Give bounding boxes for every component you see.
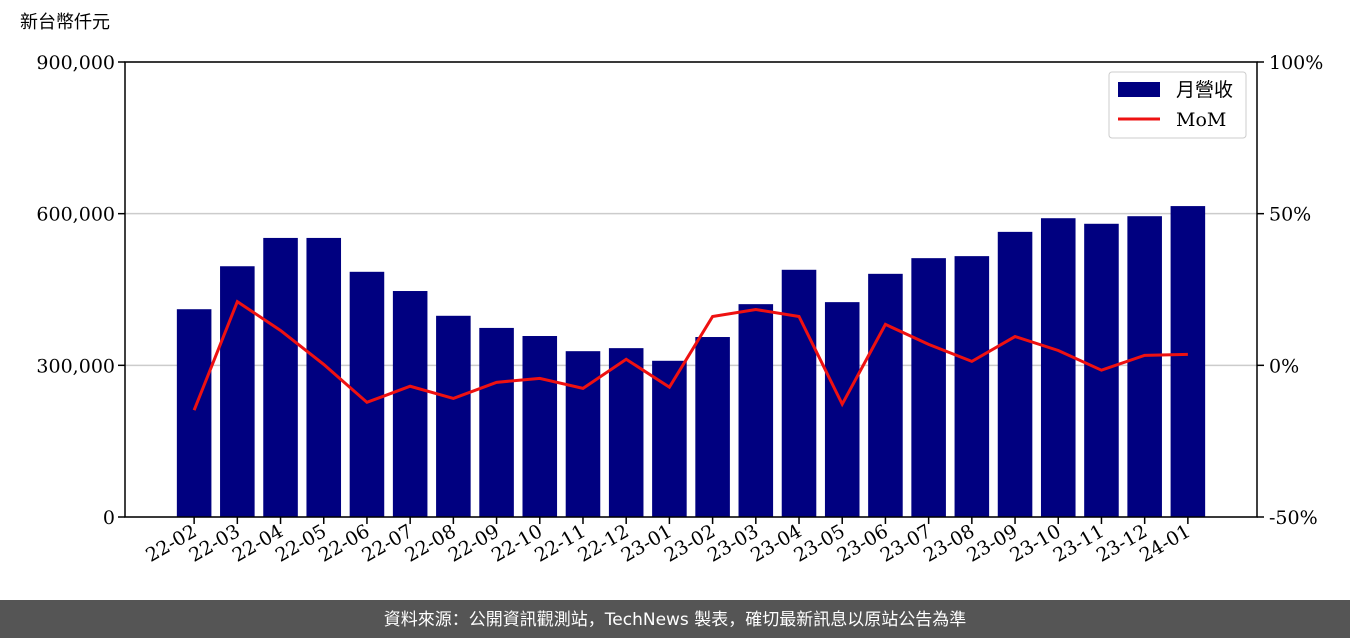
bar xyxy=(997,231,1033,517)
bar xyxy=(608,348,644,517)
y-tick-label: 900,000 xyxy=(36,52,115,74)
bar xyxy=(954,256,990,517)
bar xyxy=(695,337,730,517)
bar xyxy=(349,271,385,517)
bar xyxy=(436,315,471,517)
legend-swatch xyxy=(1118,82,1160,97)
bar xyxy=(306,237,342,517)
bar xyxy=(392,291,428,517)
bar xyxy=(522,336,558,517)
legend-label: 月營收 xyxy=(1176,79,1233,101)
legend-label: MoM xyxy=(1176,109,1226,131)
y-tick-label: 0 xyxy=(103,507,115,529)
legend: 月營收 MoM xyxy=(1108,71,1247,139)
bar xyxy=(479,327,514,517)
plot-frame xyxy=(124,61,1258,518)
y2-tick-label: 100% xyxy=(1269,52,1323,74)
x-tick-label: 24-01 xyxy=(1136,520,1194,566)
footer-bar xyxy=(0,600,1350,638)
bar xyxy=(1170,206,1206,518)
y2-tick-label: 0% xyxy=(1269,355,1299,377)
bar xyxy=(176,309,212,517)
y2-tick-label: 50% xyxy=(1269,204,1311,226)
y2-tick-label: -50% xyxy=(1269,507,1318,529)
line xyxy=(192,299,1188,411)
footer-text: 資料來源：公開資訊觀測站，TechNews 製表，確切最新訊息以原站公告為準 xyxy=(384,610,966,630)
y-tick-label: 600,000 xyxy=(36,204,115,226)
bar xyxy=(1040,218,1076,517)
bar xyxy=(824,302,860,517)
bar xyxy=(781,269,817,517)
y-tick-label: 300,000 xyxy=(36,355,115,377)
bar xyxy=(652,360,687,517)
bar xyxy=(868,273,903,517)
bar xyxy=(738,304,774,517)
bar xyxy=(1127,216,1162,517)
bar xyxy=(565,351,601,517)
y-axis-label: 新台幣仟元 xyxy=(20,12,110,33)
bar xyxy=(911,258,946,517)
bar xyxy=(263,237,298,517)
